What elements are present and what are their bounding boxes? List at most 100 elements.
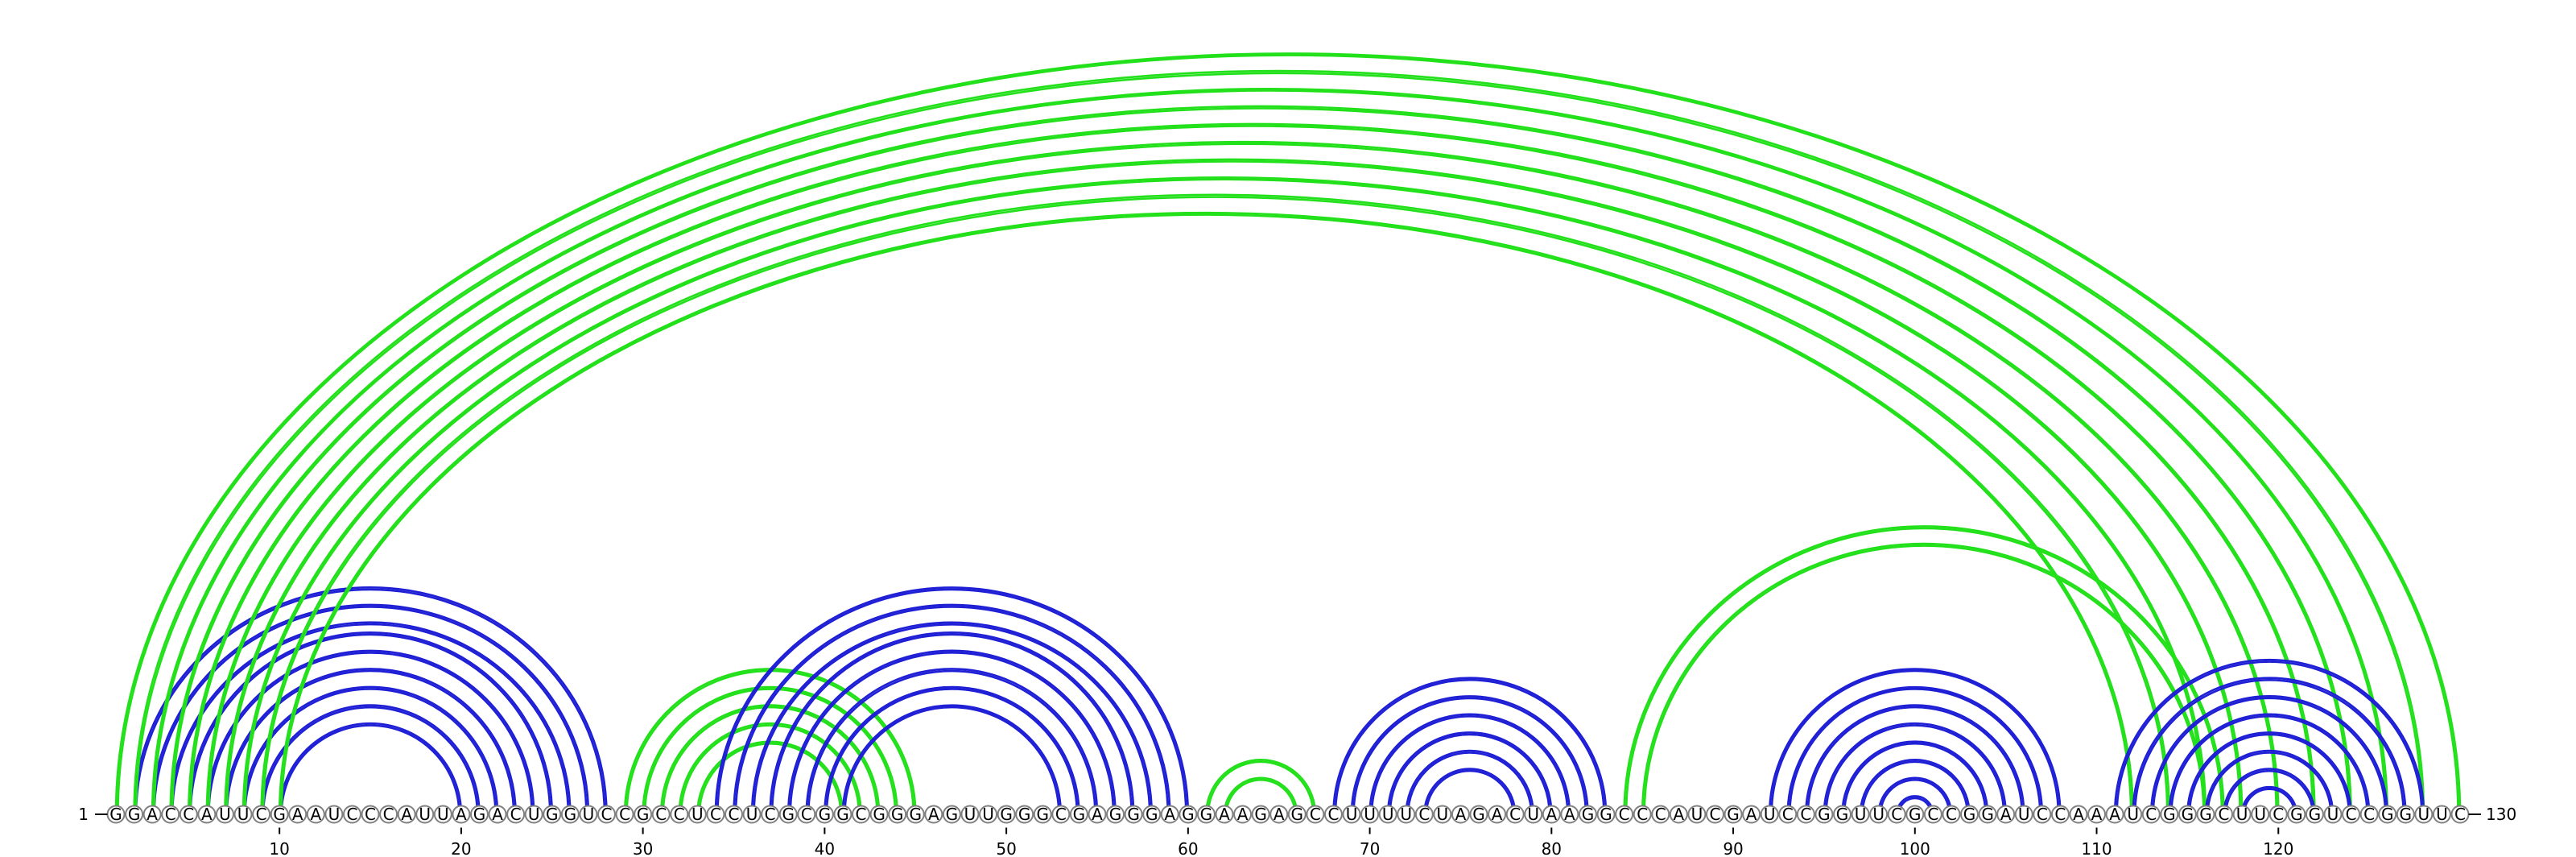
base-letter: G: [1981, 805, 1994, 824]
base-60: G: [1179, 805, 1198, 824]
base-letter: U: [2327, 805, 2339, 824]
arc-blue-92-108: [1768, 668, 2062, 815]
base-letter: G: [128, 805, 141, 824]
base-11: A: [288, 805, 308, 824]
base-letter: C: [183, 805, 194, 824]
base-letter: A: [928, 805, 939, 824]
base-127: G: [2396, 805, 2415, 824]
base-circle: [324, 805, 344, 824]
base-27: U: [579, 805, 598, 824]
tick-label-70: 70: [1360, 839, 1380, 857]
base-64: G: [1251, 805, 1270, 824]
base-circle: [1488, 805, 1507, 824]
base-circle: [2251, 805, 2270, 824]
base-10: G: [270, 805, 289, 824]
base-circle: [2287, 805, 2306, 824]
base-letter: A: [1237, 805, 1249, 824]
base-75: A: [1451, 805, 1470, 824]
base-88: U: [1687, 805, 1707, 824]
base-circle: [579, 805, 598, 824]
base-circle: [670, 805, 689, 824]
base-circle: [1760, 805, 1779, 824]
base-letter: C: [601, 805, 613, 824]
base-letter: G: [1018, 805, 1031, 824]
arc-green-61-67: [1205, 759, 1317, 815]
arc-blue-111-128-inner: [2116, 660, 2423, 815]
base-87: A: [1669, 805, 1688, 824]
base-34: C: [706, 805, 725, 824]
tick-label-20: 20: [451, 839, 471, 857]
base-letter: G: [1582, 805, 1595, 824]
arc-blue-98-102-inner: [1879, 779, 1951, 815]
base-18: U: [415, 805, 435, 824]
arc-blue-7-23-inner: [225, 669, 515, 815]
base-circle: [2432, 805, 2451, 824]
base-letter: A: [492, 805, 503, 824]
base-circle: [2050, 805, 2070, 824]
base-letter: C: [165, 805, 176, 824]
base-letter: U: [219, 805, 231, 824]
base-letter: C: [2145, 805, 2157, 824]
base-letter: C: [1310, 805, 1321, 824]
base-circle: [161, 805, 180, 824]
base-circle: [2396, 805, 2415, 824]
base-109: A: [2069, 805, 2088, 824]
base-letter: C: [1418, 805, 1430, 824]
base-letter: A: [1546, 805, 1557, 824]
base-letter: G: [1127, 805, 1140, 824]
base-letter: U: [583, 805, 595, 824]
base-letter: G: [564, 805, 577, 824]
base-115: G: [2178, 805, 2197, 824]
arc-green-4-124-inner: [171, 107, 2351, 815]
arc-blue-111-128: [2113, 659, 2425, 815]
base-circle: [543, 805, 562, 824]
base-90: G: [1724, 805, 1743, 824]
tick-label-10: 10: [269, 839, 289, 857]
base-letter: U: [2436, 805, 2448, 824]
base-letter: A: [401, 805, 412, 824]
base-circle: [142, 805, 162, 824]
base-22: A: [488, 805, 507, 824]
tick-label-110: 110: [2081, 839, 2112, 857]
tick-label-30: 30: [633, 839, 653, 857]
arc-blue-9-21: [260, 704, 481, 815]
arc-blue-38-56: [786, 649, 1117, 815]
base-circle: [1378, 805, 1397, 824]
base-circle: [1560, 805, 1579, 824]
base-letter: G: [2400, 805, 2413, 824]
base-circle: [615, 805, 634, 824]
base-95: G: [1814, 805, 1834, 824]
arc-blue-37-57: [769, 631, 1135, 815]
base-24: U: [524, 805, 543, 824]
arc-blue-98-102: [1877, 776, 1953, 815]
base-103: G: [1960, 805, 1979, 824]
arc-green-62-66: [1223, 776, 1298, 815]
arc-green-1-130-inner: [117, 54, 2459, 815]
base-circle: [2378, 805, 2397, 824]
base-letter: U: [1400, 805, 1412, 824]
base-letter: G: [2163, 805, 2176, 824]
base-circle: [270, 805, 289, 824]
arc-green-61-67-inner: [1207, 760, 1315, 815]
base-letter: G: [546, 805, 559, 824]
arc-blue-71-80-inner: [1389, 734, 1551, 815]
base-47: G: [942, 805, 961, 824]
base-letter: C: [1946, 805, 1957, 824]
base-letter: G: [109, 805, 122, 824]
arc-blue-97-103-inner: [1861, 760, 1969, 815]
base-letter: G: [1254, 805, 1267, 824]
base-letter: C: [2037, 805, 2048, 824]
base-circle: [197, 805, 217, 824]
base-circle: [979, 805, 998, 824]
base-65: A: [1269, 805, 1289, 824]
base-letter: G: [1146, 805, 1158, 824]
base-53: C: [1051, 805, 1071, 824]
base-letter: A: [1746, 805, 1757, 824]
base-128: U: [2414, 805, 2434, 824]
base-letter: A: [1219, 805, 1230, 824]
base-circle: [233, 805, 253, 824]
base-113: C: [2141, 805, 2161, 824]
base-letter: A: [2000, 805, 2012, 824]
arc-blue-7-23: [224, 668, 517, 815]
base-letter: A: [2109, 805, 2120, 824]
